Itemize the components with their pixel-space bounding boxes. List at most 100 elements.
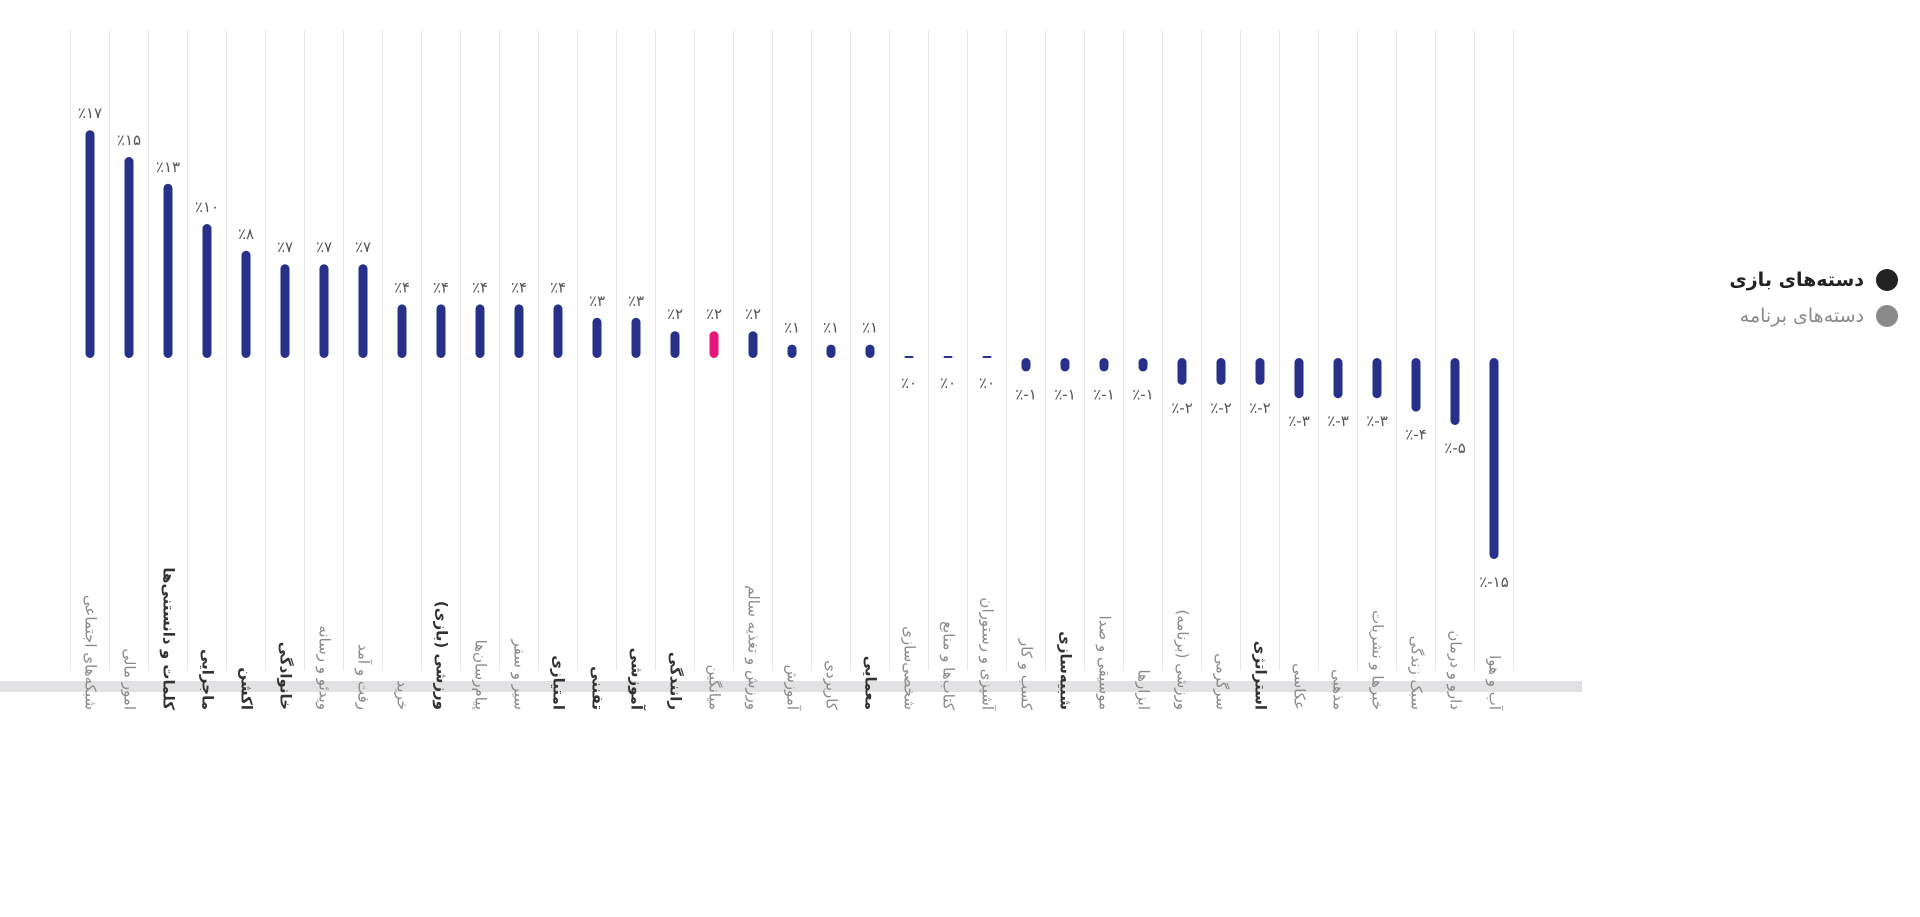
value-label: ٪۷ bbox=[316, 238, 332, 256]
value-label: ٪۱۰ bbox=[195, 198, 219, 216]
value-label: ٪-۳ bbox=[1366, 412, 1388, 430]
category-label: آب و هوا bbox=[1486, 655, 1504, 711]
legend-game-dot-icon bbox=[1876, 269, 1898, 291]
baseline-band bbox=[0, 681, 1582, 692]
category-label: رانندگی bbox=[667, 652, 685, 710]
category-label: پیام‌رسان‌ها bbox=[471, 640, 490, 710]
bar bbox=[358, 264, 368, 358]
category-label: عکاسی bbox=[1291, 663, 1309, 710]
value-label: ٪۴ bbox=[511, 278, 527, 296]
value-label: ٪۷ bbox=[355, 238, 371, 256]
bar bbox=[241, 250, 251, 358]
bar bbox=[1138, 358, 1148, 372]
category-label: آموزش bbox=[784, 664, 802, 710]
category-label: خانوادگی bbox=[277, 642, 295, 710]
value-label: ٪۳ bbox=[589, 292, 605, 310]
bar bbox=[631, 317, 641, 358]
legend-app-label: دسته‌های برنامه bbox=[1739, 305, 1864, 327]
bar bbox=[670, 331, 680, 358]
bar bbox=[1216, 358, 1226, 385]
bar bbox=[1489, 358, 1499, 559]
value-label: ٪-۲ bbox=[1249, 399, 1271, 417]
bar bbox=[1411, 358, 1421, 412]
value-label: ٪۲ bbox=[745, 305, 761, 323]
value-label: ٪۸ bbox=[238, 225, 254, 243]
bar bbox=[787, 344, 797, 358]
bar bbox=[748, 331, 758, 358]
category-label: کسب و کار bbox=[1018, 638, 1036, 711]
bar bbox=[1450, 358, 1460, 425]
bar bbox=[436, 304, 446, 358]
value-label: ٪۱ bbox=[862, 319, 878, 337]
bar bbox=[124, 157, 134, 358]
category-label: ویدئو و رسانه bbox=[316, 625, 334, 710]
value-label: ٪-۱۵ bbox=[1479, 573, 1509, 591]
value-label: ٪۰ bbox=[901, 374, 917, 392]
category-label: مذهبی bbox=[1330, 669, 1348, 710]
value-label: ٪۲ bbox=[706, 305, 722, 323]
bar bbox=[1333, 358, 1343, 399]
category-label: سیر و سفر bbox=[511, 638, 529, 710]
category-label: معمایی bbox=[862, 656, 880, 710]
bar bbox=[709, 331, 719, 358]
value-label: ٪-۱ bbox=[1132, 385, 1154, 403]
category-label: رفت و آمد bbox=[355, 644, 373, 710]
category-label: ماجرایی bbox=[199, 649, 217, 710]
legend-app-dot-icon bbox=[1876, 305, 1898, 327]
bar bbox=[319, 264, 329, 358]
value-label: ٪۴ bbox=[433, 278, 449, 296]
legend-item-app[interactable]: دسته‌های برنامه bbox=[1640, 298, 1898, 334]
category-label: خبرها و نشریات bbox=[1369, 610, 1387, 710]
category-label: سرگرمی bbox=[1213, 653, 1231, 710]
legend-game-label: دسته‌های بازی bbox=[1729, 269, 1864, 291]
bar bbox=[85, 130, 95, 358]
bar bbox=[943, 356, 953, 358]
value-label: ٪۲ bbox=[667, 305, 683, 323]
value-label: ٪-۳ bbox=[1327, 412, 1349, 430]
category-label: ورزشی (برنامه) bbox=[1174, 609, 1192, 710]
value-label: ٪۴ bbox=[550, 278, 566, 296]
value-label: ٪-۱ bbox=[1054, 385, 1076, 403]
value-label: ٪۱ bbox=[823, 319, 839, 337]
value-label: ٪۷ bbox=[277, 238, 293, 256]
category-label: کتاب‌ها و منابع bbox=[940, 621, 958, 711]
bar bbox=[1294, 358, 1304, 399]
bar bbox=[826, 344, 836, 358]
bar bbox=[904, 356, 914, 358]
legend: دسته‌های بازی دسته‌های برنامه bbox=[1640, 262, 1898, 334]
bar bbox=[163, 183, 173, 358]
value-label: ٪۴ bbox=[394, 278, 410, 296]
category-label: ورزشی (بازی) bbox=[433, 601, 451, 710]
category-growth-chart: ٪۱۷ شبکه‌های اجتماعی ٪۱۵ امور مالی ٪۱۳ کلمات … bbox=[0, 30, 1582, 711]
category-label: تفننی bbox=[589, 666, 607, 710]
bar bbox=[1372, 358, 1382, 399]
category-label: موسیقی و صدا bbox=[1096, 615, 1114, 710]
category-label: ابزارها bbox=[1135, 669, 1153, 710]
category-label: شخصی‌سازی bbox=[901, 626, 919, 710]
category-label: ورزش و تغذیه سالم bbox=[745, 585, 763, 710]
value-label: ٪-۱ bbox=[1015, 385, 1037, 403]
category-label: خرید bbox=[394, 680, 412, 710]
value-label: ٪۰ bbox=[979, 374, 995, 392]
bar bbox=[865, 344, 875, 358]
bar bbox=[475, 304, 485, 358]
bar bbox=[592, 317, 602, 358]
bar bbox=[202, 224, 212, 358]
bar bbox=[1177, 358, 1187, 385]
value-label: ٪۴ bbox=[472, 278, 488, 296]
value-label: ٪۳ bbox=[628, 292, 644, 310]
bar bbox=[1255, 358, 1265, 385]
bar bbox=[1099, 358, 1109, 372]
bar bbox=[1021, 358, 1031, 372]
category-label: شبیه‌سازی bbox=[1057, 631, 1075, 710]
bar bbox=[280, 264, 290, 358]
bar bbox=[553, 304, 563, 358]
category-label: سبک زندگی bbox=[1408, 636, 1426, 710]
category-label: آشپزی و رستوران bbox=[978, 597, 997, 710]
category-label: استراتژی bbox=[1252, 641, 1270, 710]
category-label: امتیازی bbox=[550, 655, 568, 710]
bar bbox=[982, 356, 992, 358]
category-label: دارو و درمان bbox=[1447, 630, 1465, 710]
legend-item-game[interactable]: دسته‌های بازی bbox=[1640, 262, 1898, 298]
category-label: کاربردی bbox=[823, 660, 841, 711]
